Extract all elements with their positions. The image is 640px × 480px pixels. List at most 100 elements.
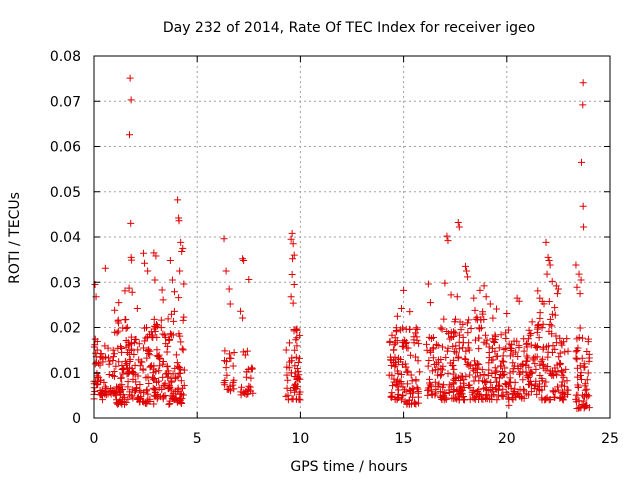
data-point — [156, 362, 164, 370]
data-point — [399, 324, 407, 332]
data-point — [476, 372, 484, 380]
data-point — [455, 396, 463, 404]
data-point — [431, 391, 439, 399]
data-point — [584, 338, 592, 346]
data-point — [539, 320, 547, 328]
data-point — [168, 378, 176, 386]
data-point — [398, 370, 406, 378]
data-point — [460, 384, 468, 392]
y-tick-label: 0.07 — [50, 94, 81, 110]
data-point — [558, 367, 566, 375]
data-point — [545, 298, 553, 306]
data-point — [152, 252, 160, 260]
data-point — [230, 349, 238, 357]
data-point — [388, 371, 396, 379]
data-point — [465, 316, 473, 324]
data-point — [221, 381, 229, 389]
data-point — [558, 341, 566, 349]
data-point — [463, 267, 471, 275]
data-point — [503, 309, 511, 317]
data-point — [166, 400, 174, 408]
data-point — [101, 264, 109, 272]
data-point — [491, 336, 499, 344]
data-point — [119, 324, 127, 332]
data-point — [109, 371, 117, 379]
data-point — [390, 346, 398, 354]
data-point — [554, 386, 562, 394]
data-point — [144, 267, 152, 275]
data-point — [407, 371, 415, 379]
data-point — [575, 270, 583, 278]
data-point — [293, 334, 301, 342]
data-point — [120, 366, 128, 374]
data-point — [287, 235, 295, 243]
data-point — [403, 344, 411, 352]
data-point — [230, 376, 238, 384]
data-point — [511, 378, 519, 386]
data-point — [544, 362, 552, 370]
data-point — [455, 345, 463, 353]
data-point — [435, 380, 443, 388]
y-tick-label: 0.03 — [50, 275, 81, 291]
data-point — [437, 356, 445, 364]
data-point — [222, 267, 230, 275]
x-tick-label: 25 — [601, 431, 619, 447]
data-point — [437, 372, 445, 380]
data-point — [489, 314, 497, 322]
data-point — [398, 361, 406, 369]
data-point — [525, 373, 533, 381]
data-point — [449, 387, 457, 395]
data-point — [454, 354, 462, 362]
data-point — [546, 315, 554, 323]
data-point — [294, 359, 302, 367]
data-point — [425, 333, 433, 341]
x-tick-label: 20 — [498, 431, 516, 447]
data-point — [574, 344, 582, 352]
data-point — [117, 387, 125, 395]
data-point — [151, 386, 159, 394]
data-point — [139, 344, 147, 352]
data-point — [165, 400, 173, 408]
data-point — [98, 390, 106, 398]
data-point — [475, 386, 483, 394]
data-point — [424, 280, 432, 288]
data-point — [152, 367, 160, 375]
data-point — [554, 367, 562, 375]
data-point — [560, 338, 568, 346]
data-point — [122, 324, 130, 332]
data-point — [98, 396, 106, 404]
data-point — [429, 345, 437, 353]
data-point — [109, 353, 117, 361]
data-point — [459, 339, 467, 347]
data-point — [427, 383, 435, 391]
data-point — [509, 396, 517, 404]
data-point — [437, 364, 445, 372]
data-point — [551, 304, 559, 312]
data-point — [500, 358, 508, 366]
data-point — [495, 382, 503, 390]
data-point — [578, 334, 586, 342]
data-point — [542, 343, 550, 351]
data-point — [497, 331, 505, 339]
data-point — [527, 341, 535, 349]
data-point — [446, 335, 454, 343]
data-point — [296, 396, 304, 404]
data-point — [432, 385, 440, 393]
data-point — [238, 383, 246, 391]
data-point — [121, 316, 129, 324]
data-point — [463, 319, 471, 327]
data-point — [525, 326, 533, 334]
data-point — [102, 391, 110, 399]
data-point — [434, 371, 442, 379]
data-point — [574, 381, 582, 389]
data-point — [580, 223, 588, 231]
data-point — [505, 401, 513, 409]
data-point — [131, 336, 139, 344]
data-point — [554, 383, 562, 391]
data-point — [150, 400, 158, 408]
data-point — [115, 358, 123, 366]
data-point — [115, 299, 123, 307]
data-point — [128, 367, 136, 375]
y-tick-label: 0.06 — [50, 140, 81, 156]
data-point — [450, 356, 458, 364]
